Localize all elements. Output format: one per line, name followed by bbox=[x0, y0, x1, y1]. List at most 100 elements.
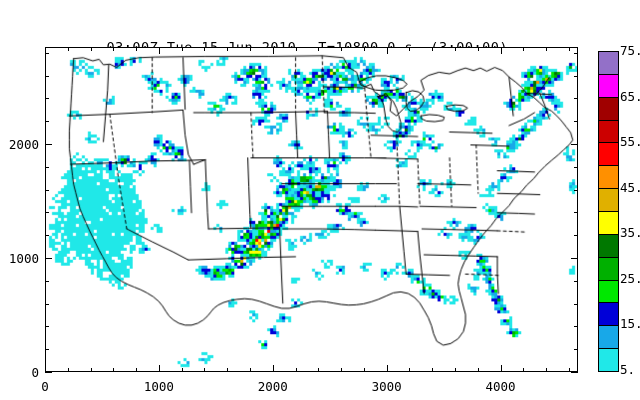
tick-mark bbox=[501, 47, 502, 54]
colorbar-swatch-15 bbox=[599, 326, 618, 350]
x-axis-label-1000: 1000 bbox=[143, 379, 174, 394]
tick-mark bbox=[546, 368, 547, 372]
tick-mark bbox=[68, 368, 69, 372]
tick-mark bbox=[159, 47, 160, 54]
tick-mark bbox=[574, 76, 578, 77]
tick-mark bbox=[571, 258, 578, 259]
tick-mark bbox=[571, 372, 578, 373]
tick-mark bbox=[45, 365, 46, 372]
tick-mark bbox=[182, 368, 183, 372]
tick-mark bbox=[273, 365, 274, 372]
tick-mark bbox=[45, 372, 52, 373]
tick-mark bbox=[574, 349, 578, 350]
x-axis-label-0: 0 bbox=[41, 379, 49, 394]
tick-mark bbox=[204, 368, 205, 372]
tick-mark bbox=[45, 304, 49, 305]
colorbar-swatch-45 bbox=[599, 189, 618, 213]
tick-mark bbox=[45, 76, 49, 77]
tick-mark bbox=[569, 368, 570, 372]
colorbar-swatch-55 bbox=[599, 143, 618, 167]
tick-mark bbox=[318, 47, 319, 51]
tick-mark bbox=[409, 368, 410, 372]
tick-mark bbox=[45, 98, 49, 99]
tick-mark bbox=[45, 53, 49, 54]
tick-mark bbox=[45, 121, 49, 122]
tick-mark bbox=[574, 235, 578, 236]
colorbar-label-35: 35. bbox=[620, 225, 640, 241]
tick-mark bbox=[546, 47, 547, 51]
tick-mark bbox=[45, 349, 49, 350]
tick-mark bbox=[45, 258, 52, 259]
tick-mark bbox=[387, 365, 388, 372]
tick-mark bbox=[455, 368, 456, 372]
tick-mark bbox=[91, 47, 92, 51]
tick-mark bbox=[501, 365, 502, 372]
colorbar-label-65: 65. bbox=[620, 88, 640, 104]
tick-mark bbox=[227, 368, 228, 372]
tick-mark bbox=[432, 47, 433, 51]
colorbar-swatch-60 bbox=[599, 120, 618, 144]
tick-mark bbox=[574, 304, 578, 305]
tick-mark bbox=[45, 281, 49, 282]
colorbar-swatch-40 bbox=[599, 212, 618, 235]
tick-mark bbox=[296, 47, 297, 51]
colorbar-swatch-50 bbox=[599, 166, 618, 190]
tick-mark bbox=[478, 368, 479, 372]
tick-mark bbox=[136, 368, 137, 372]
colorbar-label-55: 55. bbox=[620, 134, 640, 150]
tick-mark bbox=[364, 368, 365, 372]
colorbar-swatch-70 bbox=[599, 74, 618, 98]
tick-mark bbox=[273, 47, 274, 54]
tick-mark bbox=[45, 212, 49, 213]
colorbar-swatch-20 bbox=[599, 303, 618, 327]
tick-mark bbox=[227, 47, 228, 51]
tick-mark bbox=[45, 167, 49, 168]
tick-mark bbox=[113, 368, 114, 372]
tick-mark bbox=[250, 47, 251, 51]
tick-mark bbox=[45, 235, 49, 236]
tick-mark bbox=[45, 190, 49, 191]
tick-mark bbox=[574, 121, 578, 122]
tick-mark bbox=[523, 368, 524, 372]
tick-mark bbox=[574, 212, 578, 213]
us-state-boundaries bbox=[46, 48, 577, 371]
tick-mark bbox=[574, 53, 578, 54]
tick-mark bbox=[250, 368, 251, 372]
tick-mark bbox=[113, 47, 114, 51]
colorbar-label-75: 75. bbox=[620, 43, 640, 58]
tick-mark bbox=[571, 144, 578, 145]
tick-mark bbox=[432, 368, 433, 372]
colorbar-swatch-30 bbox=[599, 257, 618, 281]
colorbar-swatch-75 bbox=[599, 52, 618, 75]
colorbar-swatch-25 bbox=[599, 280, 618, 304]
tick-mark bbox=[45, 326, 49, 327]
plot-area bbox=[45, 47, 578, 372]
colorbar-swatch-5 bbox=[599, 349, 618, 372]
colorbar-swatch-35 bbox=[599, 234, 618, 258]
tick-mark bbox=[182, 47, 183, 51]
tick-mark bbox=[569, 47, 570, 51]
x-axis-label-4000: 4000 bbox=[485, 379, 516, 394]
x-axis-label-2000: 2000 bbox=[257, 379, 288, 394]
tick-mark bbox=[45, 144, 52, 145]
y-axis-label-2000: 2000 bbox=[8, 136, 39, 152]
tick-mark bbox=[574, 326, 578, 327]
tick-mark bbox=[45, 47, 46, 54]
tick-mark bbox=[455, 47, 456, 51]
colorbar-label-45: 45. bbox=[620, 179, 640, 195]
tick-mark bbox=[341, 368, 342, 372]
x-axis-label-3000: 3000 bbox=[371, 379, 402, 394]
y-axis-label-1000: 1000 bbox=[8, 250, 39, 266]
y-axis-label-0: 0 bbox=[31, 365, 39, 380]
tick-mark bbox=[296, 368, 297, 372]
colorbar-label-5: 5. bbox=[620, 362, 636, 377]
tick-mark bbox=[574, 98, 578, 99]
tick-mark bbox=[364, 47, 365, 51]
tick-mark bbox=[318, 368, 319, 372]
tick-mark bbox=[574, 167, 578, 168]
tick-mark bbox=[91, 368, 92, 372]
tick-mark bbox=[478, 47, 479, 51]
tick-mark bbox=[136, 47, 137, 51]
tick-mark bbox=[574, 190, 578, 191]
